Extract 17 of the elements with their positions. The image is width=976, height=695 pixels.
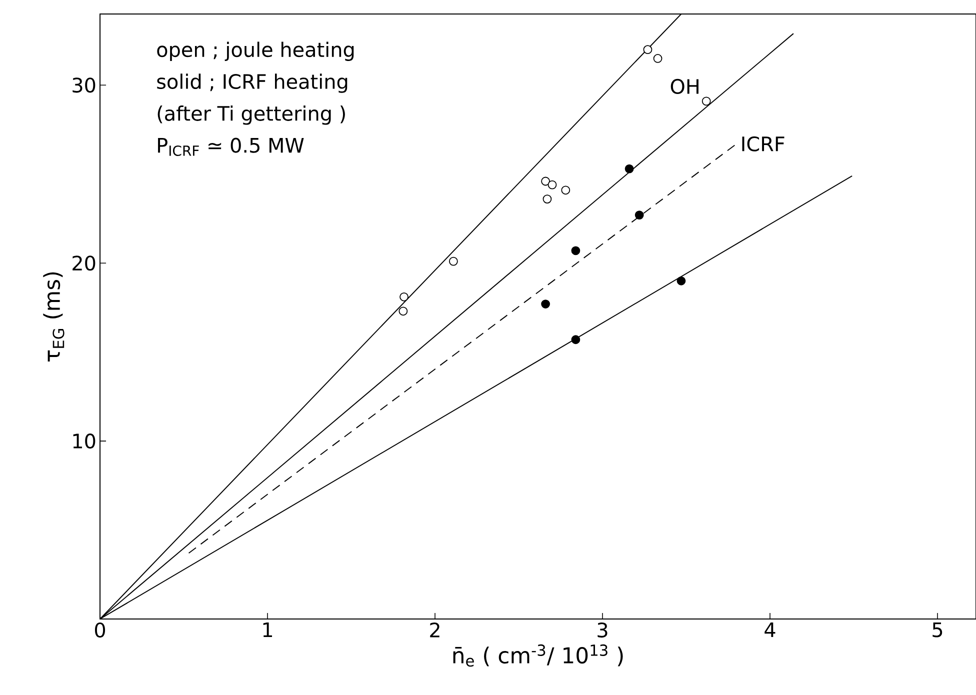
y-tick-label: 30 — [72, 78, 96, 93]
series-label: ICRF — [742, 136, 784, 152]
annotation: solid ; ICRF heating — [157, 74, 348, 93]
annotation: P$_{ICRF}$ ≃ 0.5 MW — [158, 138, 304, 156]
y-tick-label: 20 — [72, 256, 96, 271]
x-tick-label: 0 — [94, 622, 106, 638]
x-tick-label: 2 — [430, 622, 440, 638]
x-tick-label: 3 — [598, 622, 608, 638]
y-axis-title: τ$_{EG}$ (ms) — [43, 272, 64, 362]
y-tick-label: 10 — [73, 434, 96, 449]
series-label: OH — [670, 78, 698, 94]
x-tick-label: 1 — [263, 622, 272, 638]
annotation: (after Ti gettering ) — [158, 106, 345, 125]
x-tick-label: 5 — [932, 622, 942, 638]
x-axis-title: n̄$_{e}$ ( cm$^{-3}$/ 10$^{13}$ ) — [453, 644, 623, 667]
annotation: open ; joule heating — [157, 42, 354, 61]
x-tick-label: 4 — [764, 622, 776, 638]
